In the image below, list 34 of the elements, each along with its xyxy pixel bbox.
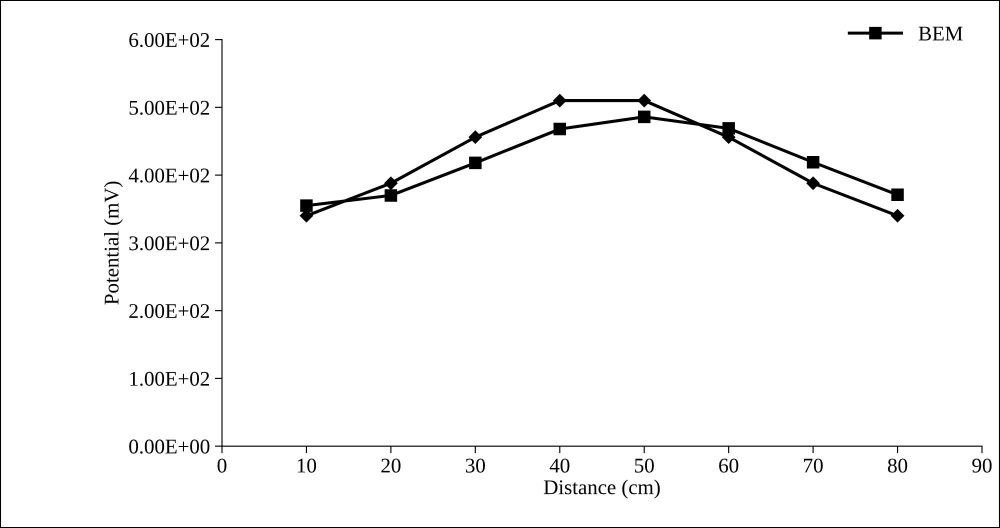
point [638, 110, 650, 124]
x-tick-label: 40 [550, 458, 570, 473]
point [469, 156, 482, 170]
point [806, 156, 820, 168]
legend-label: BEM [918, 26, 963, 40]
y-tick-label: 4.00E+02 [128, 168, 210, 183]
y-tick-label: 5.00E+02 [130, 100, 210, 115]
point [638, 94, 651, 108]
point [468, 130, 482, 144]
x-tick-label: 80 [888, 458, 908, 473]
x-tick-label: 70 [804, 458, 823, 473]
point [554, 122, 566, 136]
point [890, 209, 904, 222]
point [722, 122, 735, 135]
x-tick-label: 30 [466, 458, 485, 473]
point [891, 188, 904, 202]
x-tick-label: 0 [218, 458, 226, 473]
point [384, 189, 398, 202]
y-axis-title: Potential (mV) [104, 182, 123, 304]
y-tick-label: 3.00E+02 [129, 236, 210, 250]
point [384, 176, 398, 190]
x-tick-label: 20 [381, 458, 401, 473]
x-tick-label: 90 [972, 458, 992, 473]
y-tick-label: 0.00E+00 [129, 440, 210, 454]
x-tick-label: 60 [719, 458, 738, 473]
x-tick-label: 50 [635, 458, 654, 473]
point [300, 199, 313, 212]
y-tick-label: 6.00E+02 [129, 32, 210, 48]
x-tick-label: 10 [298, 458, 316, 473]
x-axis-title: Distance (cm) [544, 480, 660, 499]
point [806, 176, 820, 190]
y-tick-label: 1.00E+02 [130, 372, 210, 386]
y-tick-label: 2.00E+02 [129, 304, 210, 318]
point [553, 94, 566, 108]
